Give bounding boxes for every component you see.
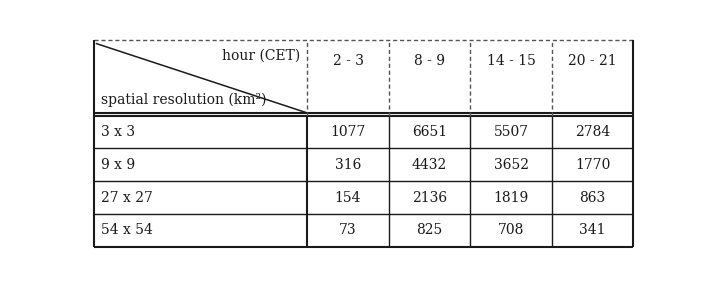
Text: 3652: 3652 xyxy=(493,158,529,172)
Text: 54 x 54: 54 x 54 xyxy=(101,223,153,237)
Text: 73: 73 xyxy=(339,223,357,237)
Text: 1819: 1819 xyxy=(493,191,529,204)
Text: 708: 708 xyxy=(498,223,525,237)
Text: 2136: 2136 xyxy=(412,191,447,204)
Text: 4432: 4432 xyxy=(412,158,447,172)
Text: 1077: 1077 xyxy=(330,125,366,139)
Text: 2784: 2784 xyxy=(575,125,611,139)
Text: 8 - 9: 8 - 9 xyxy=(414,54,445,69)
Text: 9 x 9: 9 x 9 xyxy=(101,158,135,172)
Text: 14 - 15: 14 - 15 xyxy=(487,54,535,69)
Text: 6651: 6651 xyxy=(412,125,447,139)
Text: 154: 154 xyxy=(335,191,361,204)
Text: 863: 863 xyxy=(579,191,606,204)
Text: 27 x 27: 27 x 27 xyxy=(101,191,153,204)
Text: spatial resolution (km²): spatial resolution (km²) xyxy=(101,92,266,107)
Text: 20 - 21: 20 - 21 xyxy=(569,54,617,69)
Text: 5507: 5507 xyxy=(493,125,529,139)
Text: 1770: 1770 xyxy=(575,158,611,172)
Text: hour (CET): hour (CET) xyxy=(222,49,300,63)
Text: 2 - 3: 2 - 3 xyxy=(332,54,364,69)
Text: 825: 825 xyxy=(417,223,443,237)
Text: 3 x 3: 3 x 3 xyxy=(101,125,135,139)
Text: 341: 341 xyxy=(579,223,606,237)
Text: 316: 316 xyxy=(335,158,361,172)
